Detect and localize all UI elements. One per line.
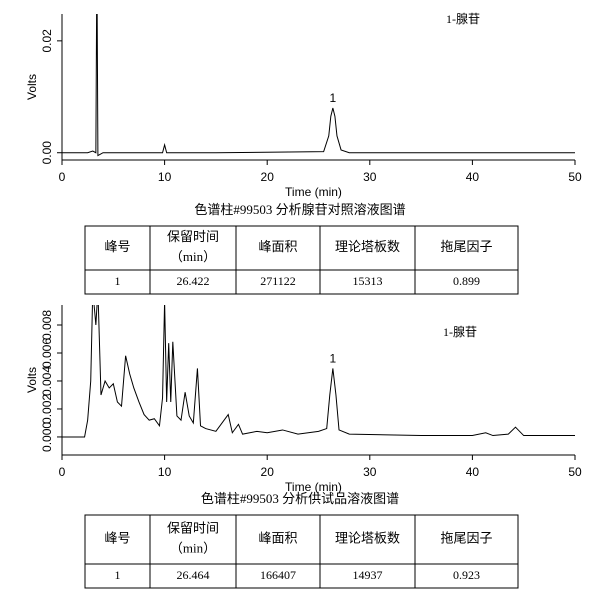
table-border	[84, 225, 519, 295]
table-header: 峰面积	[258, 239, 297, 254]
table-header: 峰号	[104, 239, 130, 254]
chromatogram-line	[62, 14, 575, 157]
caption: 色谱柱#99503 分析腺苷对照溶液图谱	[194, 202, 405, 217]
table-header: 拖尾因子	[440, 530, 492, 545]
y-tick-label: 0.000	[40, 422, 54, 452]
table-border	[84, 514, 519, 589]
y-axis-label: Volts	[25, 74, 39, 100]
y-tick-label: 0.006	[40, 338, 54, 368]
table-header: （min）	[170, 540, 216, 555]
x-tick-label: 0	[59, 465, 66, 479]
compound-label: 1-腺苷	[443, 325, 477, 339]
x-tick-label: 50	[568, 170, 582, 184]
table-cell: 15313	[353, 274, 383, 288]
table-cell: 14937	[353, 568, 383, 582]
table-header: 理论塔板数	[335, 530, 400, 545]
x-tick-label: 10	[158, 465, 172, 479]
y-tick-label: 0.008	[40, 310, 54, 340]
x-tick-label: 40	[466, 170, 480, 184]
y-tick-label: 0.002	[40, 394, 54, 424]
x-tick-label: 40	[466, 465, 480, 479]
peak-label: 1	[330, 352, 337, 366]
y-tick-label: 0.02	[40, 29, 54, 53]
table-header: 保留时间	[167, 520, 219, 535]
table-header: 拖尾因子	[440, 239, 492, 254]
table-cell: 26.422	[177, 274, 210, 288]
table-header: 理论塔板数	[335, 239, 400, 254]
table-cell: 26.464	[177, 568, 210, 582]
y-tick-label: 0.00	[40, 141, 54, 165]
table-header: 保留时间	[167, 229, 219, 244]
x-tick-label: 20	[261, 465, 275, 479]
table-cell: 1	[115, 274, 121, 288]
table-cell: 271122	[260, 274, 296, 288]
x-tick-label: 50	[568, 465, 582, 479]
x-tick-label: 0	[59, 170, 66, 184]
table-cell: 0.899	[453, 274, 480, 288]
table-cell: 166407	[260, 568, 296, 582]
caption: 色谱柱#99503 分析供试品溶液图谱	[201, 491, 399, 506]
y-tick-label: 0.004	[40, 366, 54, 396]
x-tick-label: 30	[363, 170, 377, 184]
peak-label: 1	[330, 91, 337, 105]
table-header: 峰号	[104, 530, 130, 545]
table-header: （min）	[170, 249, 216, 264]
compound-label: 1-腺苷	[446, 12, 480, 26]
x-tick-label: 10	[158, 170, 172, 184]
chromatogram-line	[62, 305, 575, 438]
y-axis-label: Volts	[25, 367, 39, 393]
table-header: 峰面积	[258, 530, 297, 545]
table-cell: 0.923	[453, 568, 480, 582]
x-axis-label: Time (min)	[285, 185, 342, 199]
x-tick-label: 20	[261, 170, 275, 184]
x-axis-label: Time (min)	[285, 480, 342, 494]
x-tick-label: 30	[363, 465, 377, 479]
table-cell: 1	[115, 568, 121, 582]
